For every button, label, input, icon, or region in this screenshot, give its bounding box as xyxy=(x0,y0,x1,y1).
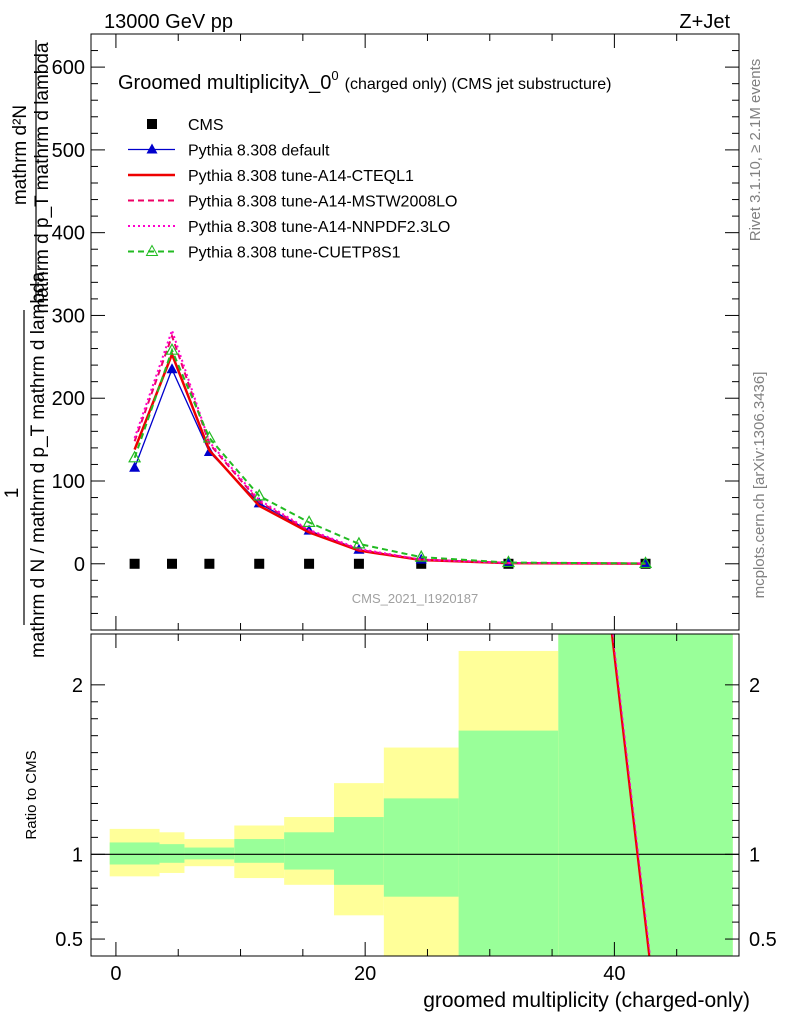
main-ytick-label: 200 xyxy=(52,388,85,410)
header-process: 13000 GeV pp xyxy=(104,11,233,33)
series-line-1 xyxy=(134,367,646,565)
ratio-series-line xyxy=(610,633,651,957)
data-point xyxy=(204,558,215,569)
legend-marker xyxy=(145,244,159,256)
main-ytick-label: 500 xyxy=(52,140,85,162)
series-line-2 xyxy=(133,350,646,565)
main-panel: 0 100 200 300 400 500 600 xyxy=(52,33,740,631)
legend-label: Pythia 8.308 tune-A14-CTEQL1 xyxy=(188,168,414,185)
data-point xyxy=(254,558,265,569)
ratio-band-green xyxy=(383,798,459,897)
rivet-label: Rivet 3.1.10, ≥ 2.1M events xyxy=(747,59,764,242)
data-point xyxy=(129,558,140,569)
ylabel-one: 1 xyxy=(2,488,23,499)
data-point xyxy=(639,556,653,569)
ratio-band-green xyxy=(234,839,285,863)
ratio-panel: 0.5 0.5 1 1 2 2 0 20 40 xyxy=(55,633,777,985)
data-point xyxy=(304,558,315,569)
analysis-watermark: CMS_2021_I1920187 xyxy=(352,591,479,606)
data-point xyxy=(165,342,179,355)
ylabel-denominator: mathrm d p_T mathrm d lambda xyxy=(32,42,53,313)
series-line-5 xyxy=(133,347,646,565)
ratio-ytick-label: 2 xyxy=(72,675,83,697)
data-point xyxy=(129,461,141,472)
data-point xyxy=(353,558,364,569)
main-title: Groomed multiplicityλ_00(charged only) (… xyxy=(118,68,611,94)
data-point xyxy=(414,549,428,562)
main-ytick-label: 100 xyxy=(52,471,85,493)
data-point xyxy=(416,558,427,569)
legend-marker xyxy=(146,143,158,154)
series-line-4 xyxy=(133,327,646,565)
ratio-band-green xyxy=(284,832,334,870)
data-point xyxy=(302,515,316,527)
ratio-ytick-label: 1 xyxy=(72,844,83,866)
data-point xyxy=(202,430,216,443)
legend-label: Pythia 8.308 default xyxy=(188,143,330,160)
ylabel-lower: mathrm d N / mathrm d p_T mathrm d lambd… xyxy=(28,272,49,659)
data-point xyxy=(252,488,266,501)
x-tick-label: 0 xyxy=(110,963,121,985)
ratio-series-line xyxy=(612,633,651,957)
data-point xyxy=(128,450,142,463)
ratio-ytick-label-right: 2 xyxy=(749,675,760,697)
ratio-band-green xyxy=(458,730,559,956)
main-ytick-label: 0 xyxy=(74,554,85,576)
ratio-band-green xyxy=(109,842,160,865)
main-ytick-label: 400 xyxy=(52,223,85,245)
legend-label: Pythia 8.308 tune-A14-MSTW2008LO xyxy=(188,194,457,211)
x-tick-label: 40 xyxy=(603,963,625,985)
legend-label: CMS xyxy=(188,117,224,134)
ratio-band-green xyxy=(334,817,384,885)
data-point xyxy=(352,536,366,549)
x-axis-label: groomed multiplicity (charged-only) xyxy=(423,989,750,1012)
legend: CMS Pythia 8.308 default Pythia 8.308 tune… xyxy=(128,117,457,262)
mcplots-label: mcplots.cern.ch [arXiv:1306.3436] xyxy=(751,372,768,599)
ratio-frame xyxy=(90,633,740,957)
ratio-ylabel: Ratio to CMS xyxy=(23,750,40,839)
x-tick-label: 20 xyxy=(354,963,376,985)
ratio-band-green xyxy=(558,634,733,956)
main-ytick-label: 300 xyxy=(52,305,85,327)
legend-label: Pythia 8.308 tune-A14-NNPDF2.3LO xyxy=(188,219,450,236)
header-channel: Z+Jet xyxy=(679,11,730,33)
data-point xyxy=(167,558,177,569)
data-point xyxy=(166,363,178,374)
ylabel-numerator: mathrm d²N xyxy=(10,105,31,205)
legend-label: Pythia 8.308 tune-CUETP8S1 xyxy=(188,245,401,262)
ratio-band-green xyxy=(184,847,235,860)
main-ytick-label: 600 xyxy=(52,57,85,79)
ratio-ytick-label-right: 1 xyxy=(749,844,760,866)
legend-marker xyxy=(147,119,157,129)
data-point xyxy=(501,555,515,568)
ratio-ytick-label: 0.5 xyxy=(55,929,83,951)
main-ylabel: mathrm d²N mathrm d p_T mathrm d lambda … xyxy=(2,40,53,658)
ratio-ytick-label-right: 0.5 xyxy=(749,929,777,951)
ratio-band-green xyxy=(159,844,185,863)
